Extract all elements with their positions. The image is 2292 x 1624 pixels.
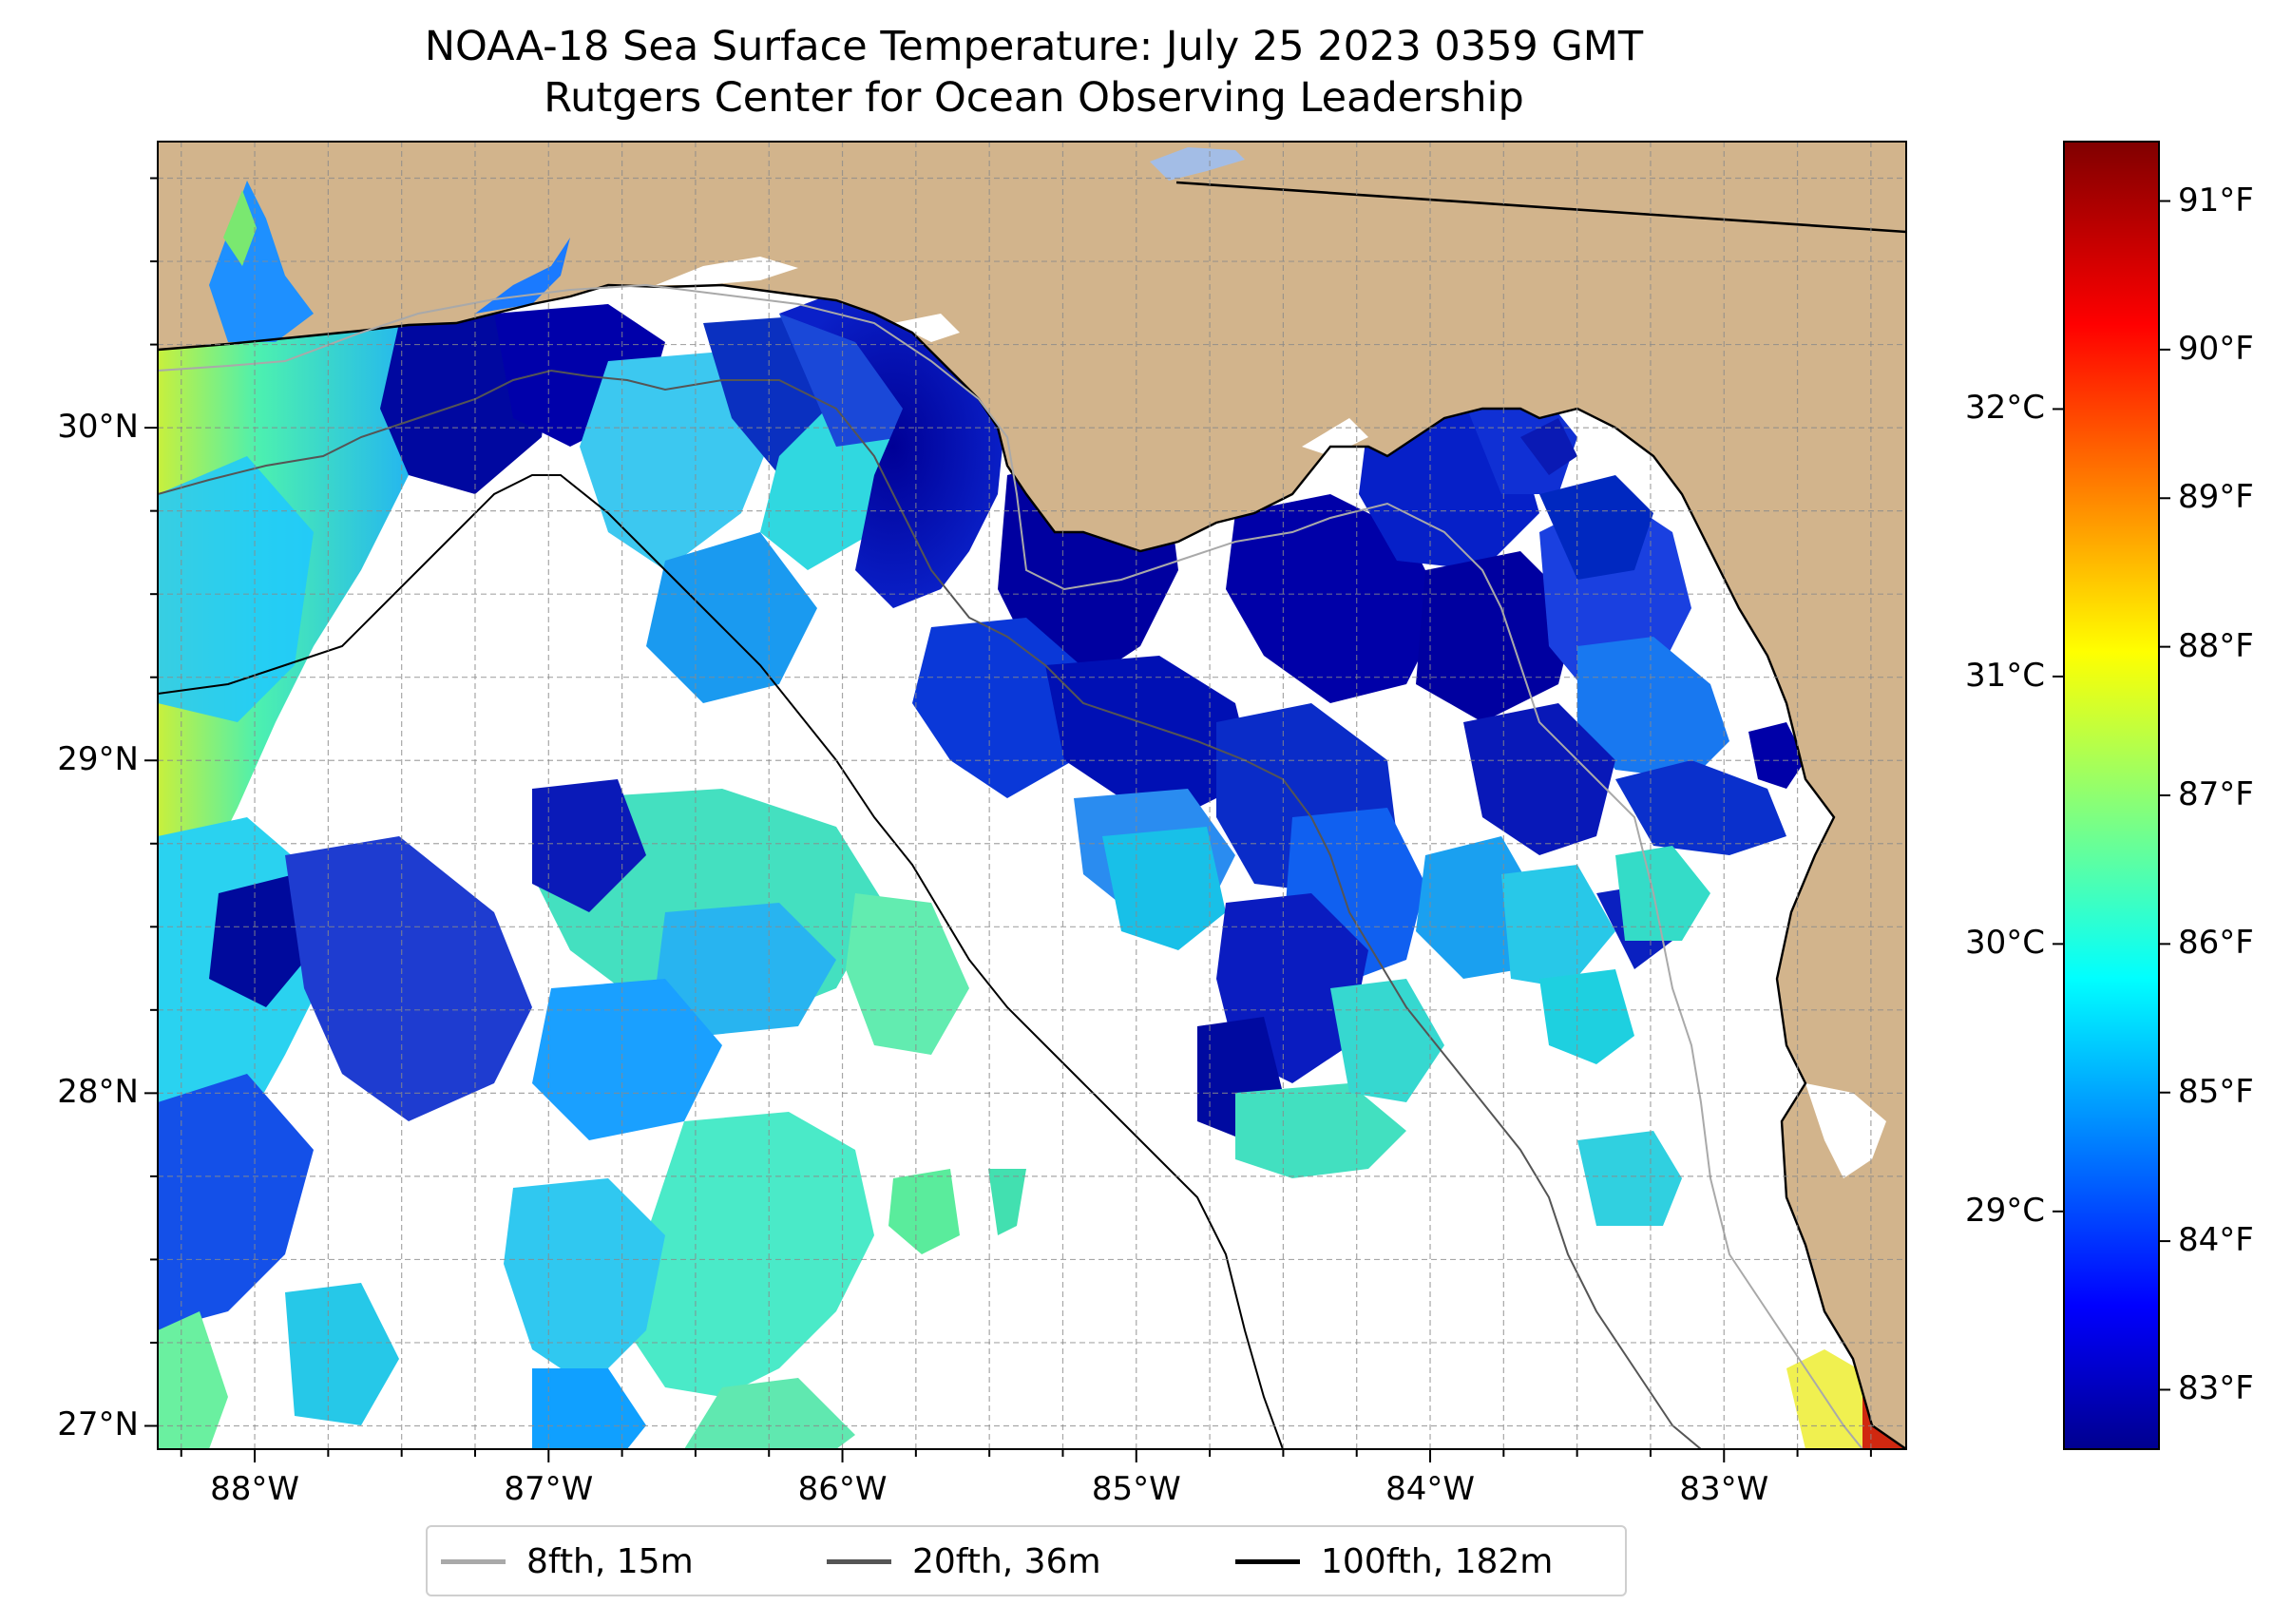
colorbar-f-label: 89°F <box>2178 478 2254 517</box>
colorbar-f-label: 88°F <box>2178 626 2254 665</box>
lake <box>1150 147 1245 181</box>
legend-label-8fth: 8fth, 15m <box>526 1541 694 1581</box>
map-area <box>158 142 1906 1449</box>
lon-tick-label: 88°W <box>210 1470 299 1508</box>
lon-tick-label: 85°W <box>1091 1470 1181 1508</box>
lon-tick-label: 84°W <box>1385 1470 1475 1508</box>
lat-tick-label: 30°N <box>57 408 139 447</box>
lat-tick-label: 29°N <box>57 740 139 779</box>
legend-label-20fth: 20fth, 36m <box>912 1541 1101 1581</box>
isobath-legend: 8fth, 15m 20fth, 36m 100fth, 182m <box>426 1525 1627 1596</box>
lon-tick-label: 87°W <box>504 1470 594 1508</box>
colorbar-f-label: 91°F <box>2178 181 2254 220</box>
colorbar-c-label: 29°C <box>1964 1191 2045 1230</box>
colorbar-ticks <box>2053 200 2170 1391</box>
gridlines <box>158 142 1906 1449</box>
title-line-1: NOAA-18 Sea Surface Temperature: July 25… <box>424 23 1644 70</box>
colorbar-f-label: 90°F <box>2178 329 2254 368</box>
legend-swatch-100fth <box>1235 1558 1300 1564</box>
map-frame <box>157 141 1907 1450</box>
isobath-100fth <box>158 474 1284 1449</box>
chart-title: NOAA-18 Sea Surface Temperature: July 25… <box>0 21 2068 124</box>
legend-entry-100fth: 100fth, 182m <box>1235 1541 1554 1581</box>
colorbar-f-label: 84°F <box>2178 1221 2254 1260</box>
isobath-8fth <box>158 283 1863 1449</box>
legend-swatch-20fth <box>827 1558 891 1564</box>
colorbar <box>2064 142 2159 1449</box>
colorbar-f-label: 83°F <box>2178 1369 2254 1408</box>
tampa-bay <box>1805 1083 1886 1178</box>
colorbar-c-label: 30°C <box>1964 924 2045 963</box>
isobath-20fth <box>158 369 1702 1449</box>
lat-tick-label: 28°N <box>57 1073 139 1112</box>
colorbar-f-label: 86°F <box>2178 924 2254 963</box>
legend-entry-8fth: 8fth, 15m <box>441 1541 694 1581</box>
lat-tick-label: 27°N <box>57 1405 139 1444</box>
colorbar-f-label: 85°F <box>2178 1072 2254 1111</box>
colorbar-f-label: 87°F <box>2178 775 2254 813</box>
title-line-2: Rutgers Center for Ocean Observing Leade… <box>544 74 1524 122</box>
legend-entry-20fth: 20fth, 36m <box>827 1541 1101 1581</box>
legend-swatch-8fth <box>441 1558 506 1564</box>
axis-ticks <box>144 177 1872 1462</box>
lon-tick-label: 83°W <box>1679 1470 1769 1508</box>
colorbar-c-label: 31°C <box>1964 656 2045 695</box>
state-border <box>1175 181 1906 234</box>
land <box>158 142 1906 1449</box>
legend-label-100fth: 100fth, 182m <box>1321 1541 1554 1581</box>
colorbar-c-label: 32°C <box>1964 389 2045 428</box>
lon-tick-label: 86°W <box>797 1470 888 1508</box>
